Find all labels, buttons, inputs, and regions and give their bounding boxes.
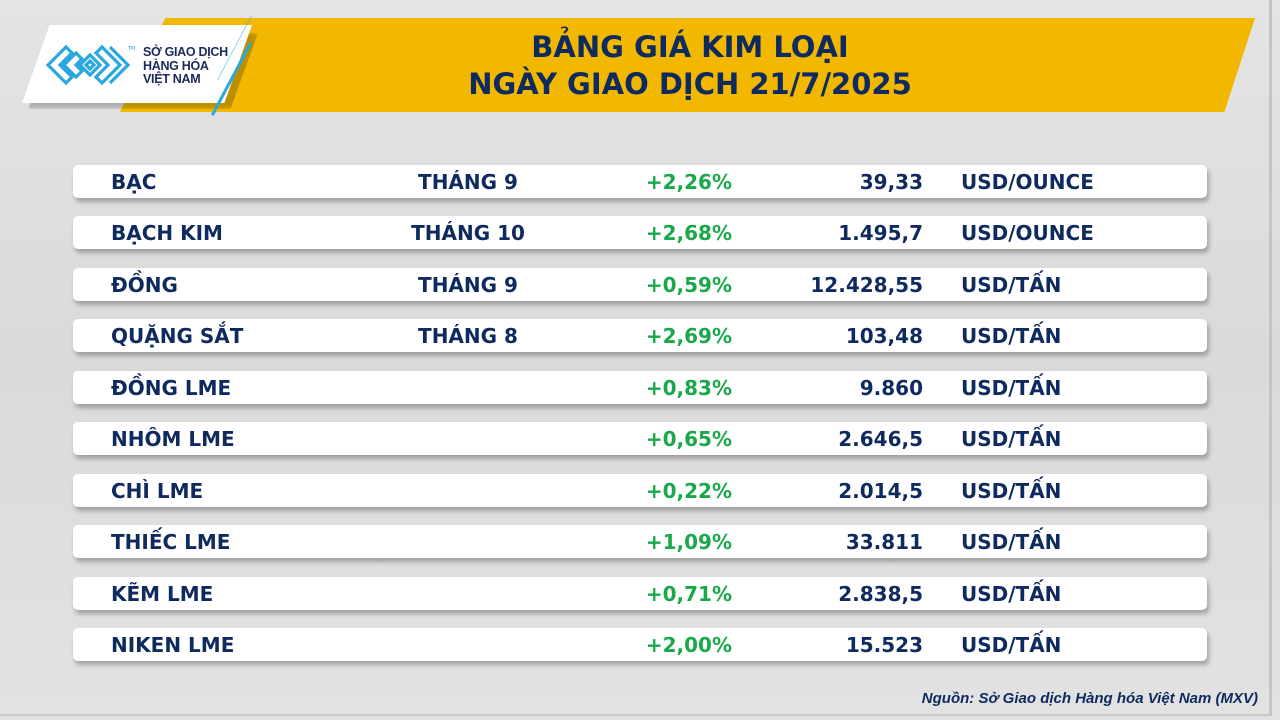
- contract-month: THÁNG 8: [418, 324, 518, 348]
- price-unit: USD/TẤN: [961, 324, 1062, 348]
- price-value: 2.646,5: [838, 427, 923, 451]
- price-row: NIKEN LME +2,00% 15.523 USD/TẤN: [73, 628, 1207, 661]
- price-unit: USD/TẤN: [961, 427, 1062, 451]
- price-value: 2.014,5: [838, 479, 923, 503]
- price-row: BẠC THÁNG 9 +2,26% 39,33 USD/OUNCE: [73, 165, 1207, 198]
- price-change: +0,83%: [645, 376, 732, 400]
- trademark: TM: [128, 46, 136, 52]
- price-value: 103,48: [845, 324, 923, 348]
- contract-month: THÁNG 9: [418, 273, 518, 297]
- price-value: 33.811: [845, 530, 923, 554]
- price-row: BẠCH KIM THÁNG 10 +2,68% 1.495,7 USD/OUNCE: [73, 216, 1207, 249]
- price-unit: USD/OUNCE: [961, 221, 1094, 245]
- price-unit: USD/OUNCE: [961, 170, 1094, 194]
- mxv-logo-icon: [46, 44, 131, 86]
- contract-month: THÁNG 10: [411, 221, 525, 245]
- price-change: +0,65%: [645, 427, 732, 451]
- price-value: 9.860: [859, 376, 923, 400]
- price-change: +0,71%: [645, 582, 732, 606]
- price-row: CHÌ LME +0,22% 2.014,5 USD/TẤN: [73, 474, 1207, 507]
- price-value: 2.838,5: [838, 582, 923, 606]
- commodity-name: QUẶNG SẮT: [111, 324, 244, 348]
- price-unit: USD/TẤN: [961, 582, 1062, 606]
- price-value: 39,33: [859, 170, 923, 194]
- price-row: ĐỒNG LME +0,83% 9.860 USD/TẤN: [73, 371, 1207, 404]
- price-change: +2,69%: [645, 324, 732, 348]
- price-change: +1,09%: [645, 530, 732, 554]
- commodity-name: BẠCH KIM: [111, 221, 223, 245]
- page-subtitle: NGÀY GIAO DỊCH 21/7/2025: [468, 67, 912, 101]
- price-unit: USD/TẤN: [961, 633, 1062, 657]
- price-value: 1.495,7: [838, 221, 923, 245]
- commodity-name: CHÌ LME: [111, 479, 204, 503]
- price-value: 15.523: [845, 633, 923, 657]
- price-row: NHÔM LME +0,65% 2.646,5 USD/TẤN: [73, 422, 1207, 455]
- price-row: THIẾC LME +1,09% 33.811 USD/TẤN: [73, 525, 1207, 558]
- price-change: +0,59%: [645, 273, 732, 297]
- header-band: [120, 18, 1255, 112]
- logo-line: VIỆT NAM: [143, 72, 201, 86]
- price-row: QUẶNG SẮT THÁNG 8 +2,69% 103,48 USD/TẤN: [73, 319, 1207, 352]
- price-change: +2,00%: [645, 633, 732, 657]
- commodity-name: BẠC: [111, 170, 157, 194]
- price-row: ĐỒNG THÁNG 9 +0,59% 12.428,55 USD/TẤN: [73, 268, 1207, 301]
- contract-month: THÁNG 9: [418, 170, 518, 194]
- commodity-name: ĐỒNG: [111, 273, 178, 297]
- price-unit: USD/TẤN: [961, 530, 1062, 554]
- commodity-name: THIẾC LME: [111, 530, 231, 554]
- commodity-name: NIKEN LME: [111, 633, 235, 657]
- price-change: +0,22%: [645, 479, 732, 503]
- price-row: KẼM LME +0,71% 2.838,5 USD/TẤN: [73, 577, 1207, 610]
- page-title: BẢNG GIÁ KIM LOẠI: [531, 30, 849, 64]
- logo-line: HÀNG HÓA: [143, 58, 209, 73]
- commodity-name: NHÔM LME: [111, 427, 235, 451]
- price-unit: USD/TẤN: [961, 376, 1062, 400]
- price-unit: USD/TẤN: [961, 479, 1062, 503]
- source-note: Nguồn: Sở Giao dịch Hàng hóa Việt Nam (M…: [921, 690, 1258, 707]
- logo-line: SỞ GIAO DỊCH: [143, 45, 228, 59]
- commodity-name: KẼM LME: [111, 582, 214, 606]
- price-change: +2,26%: [645, 170, 732, 194]
- price-unit: USD/TẤN: [961, 273, 1062, 297]
- price-value: 12.428,55: [810, 273, 923, 297]
- price-change: +2,68%: [645, 221, 732, 245]
- commodity-name: ĐỒNG LME: [111, 376, 232, 400]
- logo-text: SỞ GIAO DỊCH HÀNG HÓA VIỆT NAM: [143, 45, 228, 87]
